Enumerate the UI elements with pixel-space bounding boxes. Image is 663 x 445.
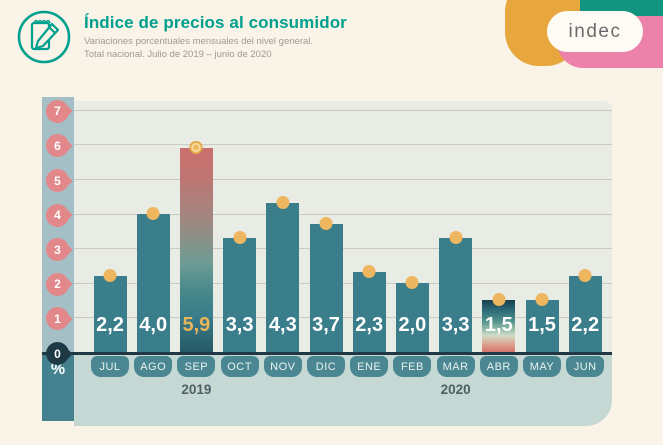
bar-value-ago: 4,0 xyxy=(139,313,168,336)
bar-top-dot-may xyxy=(535,293,549,307)
year-label-2019: 2019 xyxy=(181,382,212,397)
notepad-pencil-icon xyxy=(16,9,72,65)
gridline-7 xyxy=(74,109,612,111)
bar-value-dic: 3,7 xyxy=(312,313,340,336)
bar-top-dot-ene xyxy=(362,265,376,279)
logo-wordmark-pill: indec xyxy=(547,11,643,52)
month-label-jul: JUL xyxy=(91,356,129,377)
bar-top-dot-sep xyxy=(189,140,203,154)
bar-top-dot-jun xyxy=(578,268,592,282)
y-tick-5: 5 xyxy=(46,169,69,192)
indec-logo: indec xyxy=(493,0,663,75)
y-axis-unit-label: % xyxy=(42,355,74,421)
bar-jul: 2,2 xyxy=(93,268,127,352)
bar-ago: 4,0 xyxy=(136,206,170,352)
bar-chart: % 0 1 2 3 4 5 6 7 2,2 JUL 4,0 AGO 5,9 SEP 3,3 OCT 4,3 NOV… xyxy=(42,97,612,428)
bar-sep: 5,9 xyxy=(179,140,213,352)
month-label-may: MAY xyxy=(523,356,561,377)
bar-oct: 3,3 xyxy=(223,230,257,352)
bar-top-dot-oct xyxy=(233,230,247,244)
page-subtitle-line1: Variaciones porcentuales mensuales del n… xyxy=(84,36,314,47)
month-label-feb: FEB xyxy=(393,356,432,377)
page-subtitle-line2: Total nacional. Julio de 2019 – junio de… xyxy=(84,48,272,60)
month-label-oct: OCT xyxy=(220,356,259,377)
y-tick-0: 0 xyxy=(46,342,69,365)
bar-top-dot-mar xyxy=(449,230,463,244)
month-label-ago: AGO xyxy=(134,356,173,377)
bar-value-jun: 2,2 xyxy=(571,313,600,336)
gridline-3 xyxy=(74,248,612,250)
month-label-jun: JUN xyxy=(566,356,605,377)
bar-value-oct: 3,3 xyxy=(225,313,254,336)
y-tick-7: 7 xyxy=(46,99,69,123)
bar-top-dot-abr xyxy=(492,293,506,307)
zero-axis-line xyxy=(42,352,612,355)
bar-top-dot-jul xyxy=(103,268,117,282)
gridline-2 xyxy=(74,282,612,284)
bar-value-jul: 2,2 xyxy=(96,313,124,336)
y-tick-4: 4 xyxy=(46,203,69,227)
bar-jun: 2,2 xyxy=(568,268,602,352)
bar-top-dot-feb xyxy=(405,275,419,289)
y-tick-1: 1 xyxy=(46,307,69,331)
bar-value-feb: 2,0 xyxy=(398,313,427,336)
bar-may: 1,5 xyxy=(525,293,559,352)
bar-dic: 3,7 xyxy=(309,216,343,352)
bar-value-sep: 5,9 xyxy=(182,313,211,336)
month-label-mar: MAR xyxy=(436,356,475,377)
bar-ene: 2,3 xyxy=(352,265,386,352)
bar-top-dot-nov xyxy=(276,196,290,210)
bar-mar: 3,3 xyxy=(439,230,473,352)
logo-wordmark: indec xyxy=(568,20,622,42)
bar-value-nov: 4,3 xyxy=(268,313,297,336)
gridline-1 xyxy=(74,317,612,319)
y-tick-6: 6 xyxy=(46,134,69,158)
bar-value-mar: 3,3 xyxy=(441,313,470,336)
month-label-dic: DIC xyxy=(307,356,345,377)
month-label-abr: ABR xyxy=(479,356,518,377)
year-label-2020: 2020 xyxy=(440,382,471,397)
bar-abr: 1,5 xyxy=(482,293,516,352)
bar-nov: 4,3 xyxy=(266,196,300,352)
bar-value-may: 1,5 xyxy=(528,313,556,336)
y-tick-2: 2 xyxy=(46,272,69,296)
y-tick-3: 3 xyxy=(46,238,69,262)
page-title: Índice de precios al consumidor xyxy=(84,13,347,32)
gridline-5 xyxy=(74,179,612,180)
bar-top-dot-dic xyxy=(319,216,333,230)
month-label-sep: SEP xyxy=(177,356,216,377)
gridline-6 xyxy=(74,144,612,146)
month-label-ene: ENE xyxy=(350,356,389,377)
gridline-4 xyxy=(74,213,612,215)
month-label-nov: NOV xyxy=(263,356,302,377)
bar-top-dot-ago xyxy=(146,206,160,220)
bar-value-abr: 1,5 xyxy=(484,313,513,336)
bar-value-ene: 2,3 xyxy=(355,313,384,336)
bar-feb: 2,0 xyxy=(395,275,429,352)
